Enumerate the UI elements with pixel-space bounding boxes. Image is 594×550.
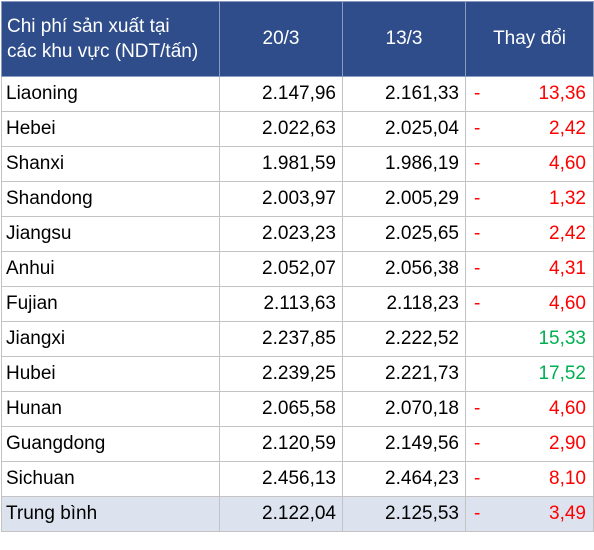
value-20-3-cell: 2.147,96 — [219, 76, 343, 112]
region-cell: Jiangsu — [1, 216, 220, 252]
value-20-3-cell: 2.023,23 — [219, 216, 343, 252]
change-value: 2,90 — [549, 433, 586, 454]
value-13-3-cell: 2.025,65 — [342, 216, 466, 252]
region-cell: Fujian — [1, 286, 220, 322]
value-20-3-cell: 2.052,07 — [219, 251, 343, 287]
change-sign: - — [474, 118, 481, 139]
table-row: Hubei 2.239,25 2.221,73 17,52 — [1, 356, 594, 392]
value-13-3-cell: 2.118,23 — [342, 286, 466, 322]
change-value: 17,52 — [538, 363, 586, 384]
region-cell: Shandong — [1, 181, 220, 217]
value-13-3-cell: 2.005,29 — [342, 181, 466, 217]
change-value: 3,49 — [549, 503, 586, 524]
header-change: Thay đổi — [465, 1, 594, 77]
value-13-3-cell: 2.464,23 — [342, 461, 466, 497]
change-value: 4,60 — [549, 293, 586, 314]
table-row: Anhui 2.052,07 2.056,38- 4,31 — [1, 251, 594, 287]
value-20-3-cell: 1.981,59 — [219, 146, 343, 182]
change-sign: - — [474, 83, 481, 104]
value-20-3-cell: 2.022,63 — [219, 111, 343, 147]
change-cell: - 4,60 — [465, 391, 594, 427]
header-line-1: Chi phí sản xuất tại — [7, 16, 170, 37]
change-sign: - — [474, 223, 481, 244]
table-row: Guangdong 2.120,59 2.149,56- 2,90 — [1, 426, 594, 462]
region-cell: Liaoning — [1, 76, 220, 112]
header-region-cost: Chi phí sản xuất tại các khu vực (NDT/tấ… — [1, 1, 220, 77]
change-sign: - — [474, 153, 481, 174]
average-row: Trung bình 2.122,04 2.125,53- 3,49 — [1, 496, 594, 532]
region-cell: Trung bình — [1, 496, 220, 532]
region-cell: Shanxi — [1, 146, 220, 182]
region-cell: Hubei — [1, 356, 220, 392]
value-13-3-cell: 1.986,19 — [342, 146, 466, 182]
change-cell: 17,52 — [465, 356, 594, 392]
change-value: 8,10 — [549, 468, 586, 489]
region-cell: Guangdong — [1, 426, 220, 462]
header-date-20-3: 20/3 — [219, 1, 343, 77]
change-value: 15,33 — [538, 328, 586, 349]
value-20-3-cell: 2.065,58 — [219, 391, 343, 427]
change-sign: - — [474, 433, 481, 454]
value-20-3-cell: 2.113,63 — [219, 286, 343, 322]
change-value: 1,32 — [549, 188, 586, 209]
value-13-3-cell: 2.221,73 — [342, 356, 466, 392]
region-cell: Hebei — [1, 111, 220, 147]
change-cell: - 3,49 — [465, 496, 594, 532]
table-row: Fujian 2.113,63 2.118,23- 4,60 — [1, 286, 594, 322]
header-line-2: các khu vực (NDT/tấn) — [7, 41, 199, 62]
change-sign: - — [474, 503, 481, 524]
value-20-3-cell: 2.122,04 — [219, 496, 343, 532]
table-row: Shandong 2.003,97 2.005,29- 1,32 — [1, 181, 594, 217]
value-13-3-cell: 2.025,04 — [342, 111, 466, 147]
change-sign: - — [474, 468, 481, 489]
table-row: Jiangxi 2.237,85 2.222,52 15,33 — [1, 321, 594, 357]
change-cell: - 2,90 — [465, 426, 594, 462]
table-row: Sichuan 2.456,13 2.464,23- 8,10 — [1, 461, 594, 497]
header-date-13-3: 13/3 — [342, 1, 466, 77]
change-cell: - 8,10 — [465, 461, 594, 497]
change-value: 2,42 — [549, 118, 586, 139]
region-cell: Jiangxi — [1, 321, 220, 357]
change-sign: - — [474, 188, 481, 209]
production-cost-table: Chi phí sản xuất tại các khu vực (NDT/tấ… — [1, 1, 594, 532]
change-value: 4,60 — [549, 153, 586, 174]
change-cell: - 2,42 — [465, 111, 594, 147]
value-13-3-cell: 2.070,18 — [342, 391, 466, 427]
table-row: Hunan 2.065,58 2.070,18- 4,60 — [1, 391, 594, 427]
change-sign: - — [474, 398, 481, 419]
change-cell: - 4,60 — [465, 286, 594, 322]
value-13-3-cell: 2.161,33 — [342, 76, 466, 112]
header-row: Chi phí sản xuất tại các khu vực (NDT/tấ… — [1, 1, 594, 77]
change-sign: - — [474, 293, 481, 314]
value-13-3-cell: 2.149,56 — [342, 426, 466, 462]
region-cell: Hunan — [1, 391, 220, 427]
table-row: Hebei 2.022,63 2.025,04- 2,42 — [1, 111, 594, 147]
value-20-3-cell: 2.120,59 — [219, 426, 343, 462]
value-20-3-cell: 2.239,25 — [219, 356, 343, 392]
change-cell: - 13,36 — [465, 76, 594, 112]
change-sign: - — [474, 258, 481, 279]
table-row: Jiangsu 2.023,23 2.025,65- 2,42 — [1, 216, 594, 252]
value-13-3-cell: 2.222,52 — [342, 321, 466, 357]
change-cell: 15,33 — [465, 321, 594, 357]
change-value: 4,60 — [549, 398, 586, 419]
change-value: 4,31 — [549, 258, 586, 279]
change-cell: - 4,60 — [465, 146, 594, 182]
region-cell: Anhui — [1, 251, 220, 287]
change-cell: - 2,42 — [465, 216, 594, 252]
change-cell: - 4,31 — [465, 251, 594, 287]
table-row: Liaoning 2.147,96 2.161,33- 13,36 — [1, 76, 594, 112]
region-cell: Sichuan — [1, 461, 220, 497]
value-20-3-cell: 2.237,85 — [219, 321, 343, 357]
value-20-3-cell: 2.456,13 — [219, 461, 343, 497]
change-value: 13,36 — [538, 83, 586, 104]
value-20-3-cell: 2.003,97 — [219, 181, 343, 217]
change-cell: - 1,32 — [465, 181, 594, 217]
change-value: 2,42 — [549, 223, 586, 244]
value-13-3-cell: 2.125,53 — [342, 496, 466, 532]
value-13-3-cell: 2.056,38 — [342, 251, 466, 287]
table-row: Shanxi 1.981,59 1.986,19- 4,60 — [1, 146, 594, 182]
